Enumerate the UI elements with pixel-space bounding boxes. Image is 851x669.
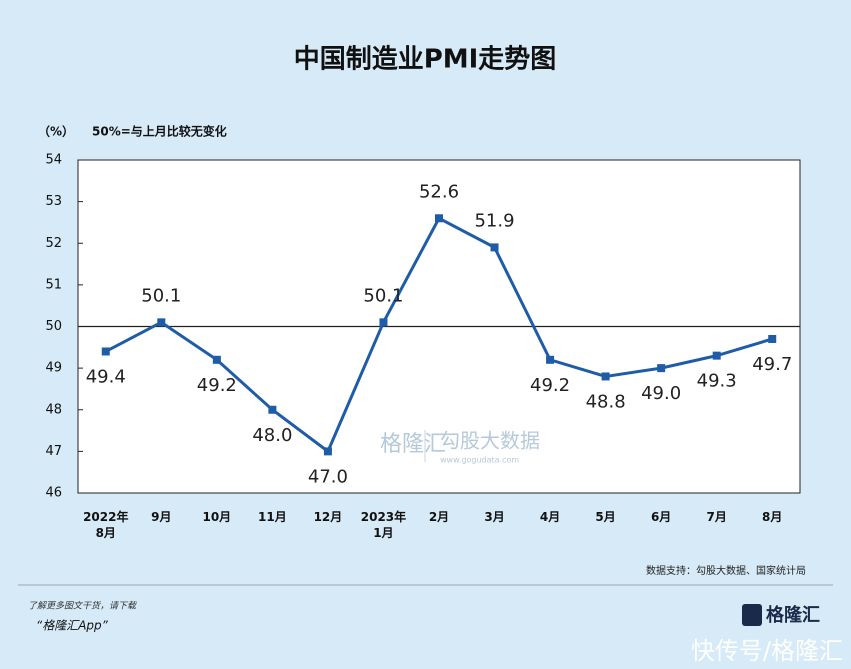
point-marker [157,318,166,327]
y-tick-label: 53 [45,194,62,209]
logo-icon [742,604,762,626]
point-marker [268,405,277,414]
x-tick-label: 11月 [258,510,287,524]
watermark-site: www.gogudata.com [440,456,519,465]
watermark-partner: 勾股大数据 [440,429,540,453]
y-tick-label: 50 [45,319,62,334]
y-tick-label: 49 [45,361,62,376]
point-marker [657,364,666,373]
logo: 格隆汇 [766,604,820,626]
y-tick-label: 52 [45,236,62,251]
annotation: 50%=与上月比较无变化 [92,124,227,139]
x-tick-label: 6月 [650,510,672,524]
x-tick-label: 8月 [762,510,783,524]
chart-title: 中国制造业PMI走势图 [294,45,557,75]
watermark-brand: 格隆汇 [380,432,446,457]
point-marker [546,355,555,364]
footer-prompt: 了解更多图文干货，请下载 [28,601,137,612]
value-label: 52.6 [419,181,459,202]
value-label: 51.9 [474,210,514,231]
point-marker [323,447,332,456]
y-tick-label: 46 [45,486,62,501]
value-label: 50.1 [141,285,181,306]
point-marker [768,334,777,343]
y-tick-label: 47 [45,444,62,459]
y-tick-label: 51 [45,277,62,292]
credit: 快传号/格隆汇 [691,637,843,665]
x-tick-label: 3月 [484,510,505,524]
source: 数据支持：勾股大数据、国家统计局 [646,564,806,577]
point-marker [101,347,110,356]
y-tick-label: 54 [45,153,62,168]
value-label: 47.0 [308,466,348,487]
y-tick-label: 48 [45,402,62,417]
value-label: 48.8 [586,391,626,412]
point-marker [712,351,721,360]
point-marker [435,214,443,223]
x-tick-label: 2月 [428,510,450,524]
x-tick-label: 12月 [313,510,343,524]
value-label: 49.2 [530,375,570,396]
value-label: 49.3 [697,371,737,392]
x-tick-label: 10月 [202,510,232,524]
x-tick-label: 9月 [151,510,172,524]
point-marker [212,355,221,364]
value-label: 49.4 [86,366,126,387]
value-label: 48.0 [252,425,292,446]
point-marker [379,318,388,327]
x-tick-label: 2023年 1月 [360,510,407,540]
value-label: 50.1 [363,285,403,306]
value-label: 49.2 [197,375,237,396]
point-marker [601,372,610,381]
x-tick-label: 5月 [595,510,616,524]
value-label: 49.7 [752,354,792,375]
point-marker [490,243,499,252]
x-tick-label: 4月 [539,510,561,524]
footer-app: “格隆汇App” [36,619,109,633]
y-unit: （%） [38,124,74,139]
value-label: 49.0 [641,383,681,404]
x-tick-label: 7月 [706,510,727,524]
x-tick-label: 2022年 8月 [83,510,129,540]
